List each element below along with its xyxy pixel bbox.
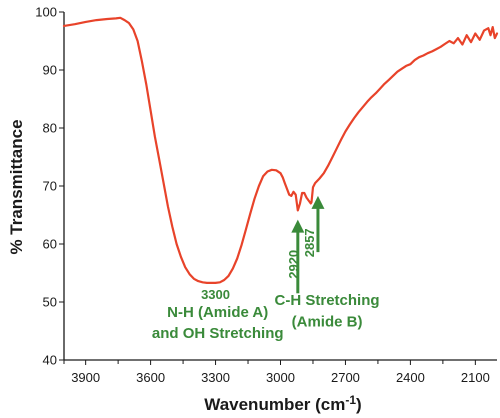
y-tick-label: 100 xyxy=(35,5,57,20)
x-tick-label: 2400 xyxy=(396,370,425,385)
nh-line2: and OH Stretching xyxy=(152,325,284,342)
x-axis: 3900 3600 3300 3000 2700 2400 2100 xyxy=(63,360,490,385)
peak-2920-label: 2920 xyxy=(286,250,301,279)
y-tick-label: 90 xyxy=(43,63,57,78)
peak-3300-label: 3300 xyxy=(201,287,230,302)
x-axis-title-superscript: -1 xyxy=(345,393,356,407)
series-group xyxy=(62,16,499,284)
peak-2857-label: 2857 xyxy=(302,228,317,257)
x-tick-label: 2700 xyxy=(331,370,360,385)
arrow-2857-head xyxy=(311,195,325,209)
x-axis-title-main: Wavenumber (cm xyxy=(204,395,345,414)
x-tick-label: 2100 xyxy=(461,370,490,385)
y-tick-label: 50 xyxy=(43,295,57,310)
x-tick-label: 3600 xyxy=(136,370,165,385)
y-tick-label: 70 xyxy=(43,179,57,194)
annotations: 3300 N-H (Amide A) and OH Stretching C-H St… xyxy=(152,195,380,342)
arrow-2920-head xyxy=(291,219,305,233)
y-axis: 40 50 60 70 80 90 100 xyxy=(35,5,64,368)
ch-line1: C-H Stretching xyxy=(275,292,380,309)
y-tick-label: 80 xyxy=(43,121,57,136)
x-tick-label: 3000 xyxy=(266,370,295,385)
y-tick-label: 60 xyxy=(43,237,57,252)
spectrum-line xyxy=(62,16,499,284)
x-axis-title: Wavenumber (cm-1) xyxy=(204,393,361,414)
y-axis-title: % Transmittance xyxy=(7,119,26,254)
x-tick-label: 3900 xyxy=(71,370,100,385)
x-axis-title-close: ) xyxy=(356,395,362,414)
y-tick-label: 40 xyxy=(43,353,57,368)
x-tick-label: 3300 xyxy=(201,370,230,385)
ch-line2: (Amide B) xyxy=(292,313,363,330)
nh-line1: N-H (Amide A) xyxy=(167,304,268,321)
